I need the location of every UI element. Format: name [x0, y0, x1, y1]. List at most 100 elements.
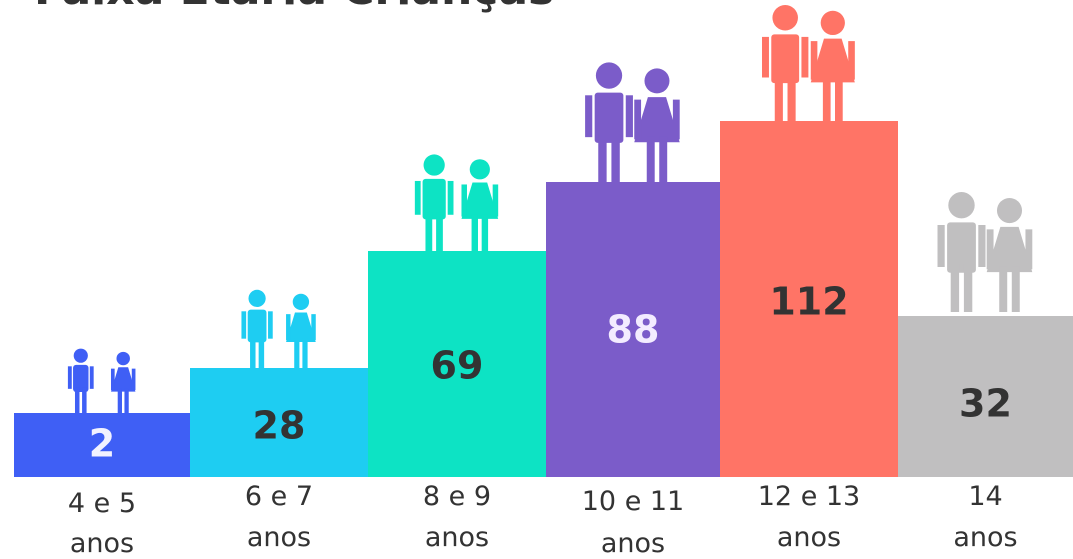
- icon-leg: [258, 336, 265, 368]
- icon-arm: [311, 314, 316, 341]
- icon-leg: [999, 266, 1008, 312]
- icon-head: [948, 192, 975, 219]
- icon-leg: [774, 74, 783, 121]
- value-label: 28: [253, 404, 306, 448]
- age-label: 8 e 9: [423, 481, 491, 512]
- age-group: 32 14 anos: [898, 192, 1073, 553]
- icon-head: [423, 154, 445, 176]
- icon-arm: [625, 95, 633, 138]
- icon-body: [461, 182, 499, 219]
- step-bar: [14, 413, 190, 477]
- icon-arm: [986, 229, 994, 270]
- icon-leg: [835, 76, 843, 121]
- icon-body: [110, 367, 136, 392]
- age-group: 112 12 e 13 anos: [720, 5, 898, 553]
- icon-arm: [492, 184, 499, 217]
- icon-head: [820, 10, 845, 36]
- age-label: 10 e 11: [582, 486, 685, 517]
- icon-head: [248, 289, 266, 308]
- icon-leg: [302, 338, 308, 368]
- icon-leg: [950, 264, 960, 312]
- icon-arm: [978, 225, 986, 267]
- icon-leg: [117, 388, 122, 413]
- age-label: 14: [968, 481, 1002, 512]
- age-label: 12 e 13: [758, 481, 861, 512]
- age-group: 2 4 e 5 anos: [14, 348, 190, 559]
- icon-leg: [294, 338, 300, 368]
- icon-body: [73, 364, 89, 392]
- step-bar: [720, 121, 898, 477]
- age-group: 28 6 e 7 anos: [190, 289, 368, 553]
- icon-leg: [74, 387, 80, 413]
- icon-leg: [436, 212, 443, 251]
- icon-body: [422, 178, 446, 220]
- icon-arm: [268, 311, 273, 339]
- icon-leg: [659, 136, 668, 182]
- icon-arm: [414, 180, 421, 215]
- value-label: 88: [607, 308, 660, 352]
- icon-head: [772, 5, 798, 31]
- value-label: 32: [959, 382, 1012, 426]
- step-bar: [368, 251, 546, 477]
- icon-body: [634, 97, 680, 143]
- icon-leg: [822, 76, 831, 121]
- age-label: anos: [777, 522, 841, 553]
- icon-leg: [1011, 266, 1020, 312]
- icon-leg: [787, 74, 796, 121]
- age-label: anos: [70, 528, 134, 559]
- icon-arm: [634, 99, 642, 140]
- icon-leg: [471, 214, 478, 251]
- age-group: 88 10 e 11 anos: [546, 62, 720, 559]
- step-bar: [898, 316, 1073, 477]
- icon-arm: [131, 368, 136, 391]
- icon-head: [996, 198, 1023, 224]
- icon-head: [73, 348, 88, 363]
- icon-arm: [585, 95, 593, 138]
- icon-arm: [67, 366, 72, 389]
- icon-arm: [110, 368, 115, 391]
- icon-leg: [598, 134, 607, 182]
- icon-head: [644, 68, 670, 94]
- icon-leg: [82, 387, 87, 413]
- icon-arm: [447, 180, 454, 215]
- icon-head: [469, 159, 490, 180]
- step-bar: [190, 368, 368, 477]
- age-label: 6 e 7: [245, 481, 313, 512]
- icon-head: [116, 351, 130, 366]
- icon-head: [595, 62, 623, 89]
- title: Faixa Etária Crianças: [34, 0, 554, 15]
- icon-arm: [937, 225, 945, 267]
- icon-body: [247, 309, 267, 343]
- icon-leg: [425, 212, 433, 251]
- icon-body: [771, 34, 800, 84]
- icon-body: [947, 222, 976, 273]
- icon-body: [810, 38, 855, 83]
- icon-leg: [611, 134, 620, 182]
- icon-body: [594, 92, 624, 143]
- icon-leg: [646, 136, 655, 182]
- icon-leg: [250, 336, 256, 368]
- icon-leg: [963, 264, 973, 312]
- icon-arm: [672, 99, 680, 140]
- icon-body: [286, 312, 316, 342]
- value-label: 2: [89, 422, 115, 466]
- age-label: anos: [425, 522, 489, 553]
- icon-arm: [461, 184, 467, 217]
- icon-arm: [762, 36, 769, 78]
- icon-leg: [481, 214, 489, 251]
- value-label: 69: [431, 344, 484, 388]
- icon-arm: [89, 366, 94, 389]
- icon-body: [986, 226, 1033, 273]
- icon-arm: [810, 41, 818, 80]
- step-bar: [546, 182, 720, 477]
- icon-leg: [124, 388, 129, 413]
- icon-arm: [848, 41, 855, 80]
- age-label: anos: [601, 528, 665, 559]
- value-label: 112: [769, 280, 848, 324]
- icon-arm: [801, 36, 809, 78]
- age-group: 69 8 e 9 anos: [368, 154, 546, 553]
- icon-head: [292, 293, 310, 311]
- age-label: 4 e 5: [68, 488, 136, 519]
- icon-arm: [286, 314, 291, 341]
